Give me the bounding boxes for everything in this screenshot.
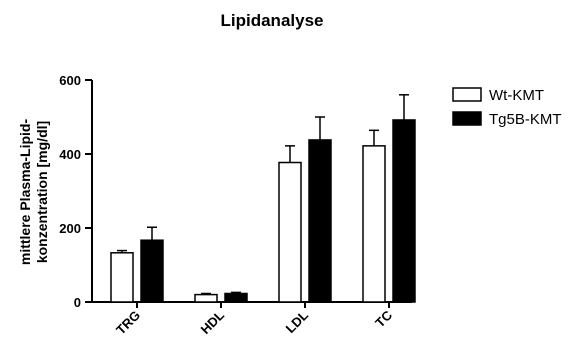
bar <box>110 252 134 303</box>
y-axis-label: mittlere Plasma-Lipid- konzentration [mg… <box>17 119 50 266</box>
bar <box>362 145 386 303</box>
legend-label: Wt-KMT <box>489 87 544 104</box>
y-axis-label-line-2: konzentration [mg/dl] <box>34 121 50 263</box>
legend-swatch <box>452 87 482 102</box>
bar <box>278 161 302 303</box>
legend-swatch <box>452 111 482 126</box>
x-tick-label: HDL <box>198 307 228 337</box>
x-tick-label: TRG <box>113 308 143 338</box>
bar <box>224 292 248 303</box>
bar <box>392 119 416 303</box>
plot-area: 0 200 400 600 TRG HDL LDL TC <box>59 73 416 338</box>
chart-title: Lipidanalyse <box>221 11 324 30</box>
legend: Wt-KMT Tg5B-KMT <box>452 87 562 128</box>
y-axis-label-line-1: mittlere Plasma-Lipid- <box>17 119 33 266</box>
legend-label: Tg5B-KMT <box>489 111 562 128</box>
x-tick-label: TC <box>372 307 395 330</box>
x-tick-label: LDL <box>283 307 312 336</box>
bar <box>308 139 332 303</box>
bar <box>194 293 218 303</box>
y-tick-label: 600 <box>59 73 81 88</box>
bar <box>140 239 164 303</box>
y-tick-label: 200 <box>59 221 81 236</box>
y-tick-label: 400 <box>59 147 81 162</box>
y-tick-label: 0 <box>74 295 81 310</box>
